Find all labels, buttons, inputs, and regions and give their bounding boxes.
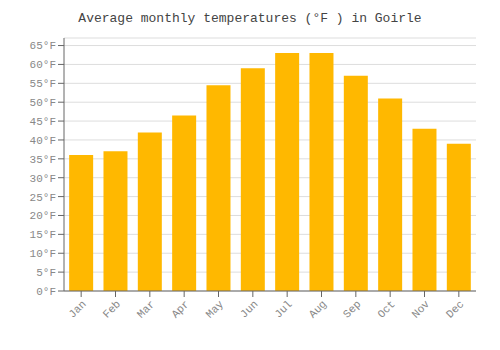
svg-text:Mar: Mar <box>135 298 157 320</box>
svg-text:Dec: Dec <box>444 298 466 320</box>
svg-text:Oct: Oct <box>375 298 397 320</box>
svg-text:Aug: Aug <box>307 298 329 320</box>
svg-text:Jun: Jun <box>238 298 260 320</box>
svg-text:65°F: 65°F <box>30 40 56 52</box>
svg-text:40°F: 40°F <box>30 135 56 147</box>
svg-text:55°F: 55°F <box>30 78 56 90</box>
svg-text:35°F: 35°F <box>30 154 56 166</box>
html-text:Average monthly temperatures (: Average monthly temperatures (°F ) in Go… <box>78 11 422 26</box>
svg-text:30°F: 30°F <box>30 173 56 185</box>
svg-text:0°F: 0°F <box>36 286 56 298</box>
svg-text:Nov: Nov <box>410 298 433 321</box>
svg-text:5°F: 5°F <box>36 267 56 279</box>
svg-text:Jan: Jan <box>66 298 88 320</box>
svg-text:Feb: Feb <box>101 298 123 320</box>
svg-text:Sep: Sep <box>341 298 363 320</box>
svg-text:Apr: Apr <box>169 298 191 320</box>
svg-text:15°F: 15°F <box>30 229 56 241</box>
svg-text:10°F: 10°F <box>30 248 56 260</box>
svg-text:May: May <box>204 298 227 321</box>
svg-text:60°F: 60°F <box>30 59 56 71</box>
svg-text:50°F: 50°F <box>30 97 56 109</box>
svg-text:45°F: 45°F <box>30 116 56 128</box>
svg-text:25°F: 25°F <box>30 192 56 204</box>
svg-text:20°F: 20°F <box>30 210 56 222</box>
svg-text:Jul: Jul <box>272 298 294 320</box>
